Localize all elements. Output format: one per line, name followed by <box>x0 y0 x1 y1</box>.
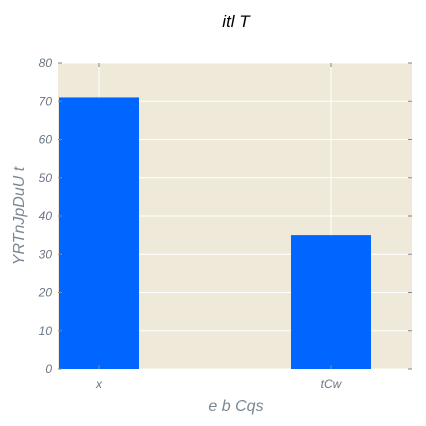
y-tick-label: 60 <box>39 133 53 147</box>
y-tick-label: 40 <box>39 209 53 223</box>
y-tick-label: 10 <box>39 324 53 338</box>
y-tick-label: 0 <box>45 362 52 376</box>
y-axis-label: YRTnJpDuU t <box>11 166 28 265</box>
y-tick-label: 30 <box>39 247 53 261</box>
x-axis-ticks: x tCw <box>95 63 343 391</box>
chart-title: itl T <box>222 12 251 31</box>
y-tick-label: 80 <box>39 56 53 70</box>
y-axis-ticks: 0 10 20 30 40 50 60 70 80 <box>38 56 412 376</box>
x-tick-label: x <box>95 377 103 391</box>
x-axis-label: e b Cqs <box>208 398 263 415</box>
y-tick-label: 50 <box>39 171 53 185</box>
bar-tcw <box>291 235 371 369</box>
bar-x <box>59 97 139 370</box>
x-tick-label: tCw <box>321 377 343 391</box>
bars-group <box>59 97 371 370</box>
y-tick-label: 20 <box>38 286 53 300</box>
y-tick-label: 70 <box>39 94 53 108</box>
